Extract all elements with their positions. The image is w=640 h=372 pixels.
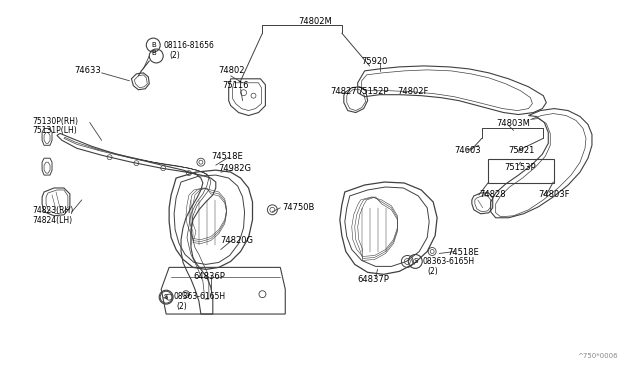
Text: 74802: 74802 (219, 66, 245, 75)
Text: (2): (2) (169, 51, 180, 60)
Text: 74824(LH): 74824(LH) (32, 216, 72, 225)
Text: B: B (151, 50, 156, 56)
Text: 74803M: 74803M (497, 119, 531, 128)
Text: 75116: 75116 (223, 81, 249, 90)
Text: 08116-81656: 08116-81656 (163, 41, 214, 50)
Text: 08363-6165H: 08363-6165H (422, 257, 474, 266)
Text: 75920: 75920 (362, 57, 388, 66)
Text: 75130P(RH): 75130P(RH) (32, 116, 78, 125)
Text: 74750B: 74750B (282, 203, 315, 212)
Text: 74802F: 74802F (397, 87, 429, 96)
Text: 74803F: 74803F (538, 190, 570, 199)
Text: 74820G: 74820G (221, 235, 253, 245)
Text: S: S (413, 259, 417, 264)
Text: 74982G: 74982G (219, 164, 252, 173)
Text: ^750*0006: ^750*0006 (577, 353, 618, 359)
Text: 75921: 75921 (509, 146, 535, 155)
Text: (2): (2) (427, 267, 438, 276)
Text: (2): (2) (176, 302, 187, 311)
Text: B: B (151, 42, 156, 48)
Text: 74827: 74827 (330, 87, 356, 96)
Text: 74603: 74603 (454, 146, 481, 155)
Text: 74802M: 74802M (298, 17, 332, 26)
Text: 74633: 74633 (74, 66, 100, 75)
Text: 74828: 74828 (479, 190, 506, 199)
Text: 75131P(LH): 75131P(LH) (32, 126, 77, 135)
Text: S: S (164, 294, 168, 300)
Text: 74518E: 74518E (211, 152, 243, 161)
Text: 64836P: 64836P (193, 272, 225, 281)
Text: 74823(RH): 74823(RH) (32, 206, 74, 215)
Text: 08363-6165H: 08363-6165H (173, 292, 225, 301)
Text: 74518E: 74518E (447, 247, 479, 257)
Text: 75152P: 75152P (358, 87, 389, 96)
Text: 64837P: 64837P (358, 275, 390, 284)
Text: 75153P: 75153P (504, 163, 536, 172)
